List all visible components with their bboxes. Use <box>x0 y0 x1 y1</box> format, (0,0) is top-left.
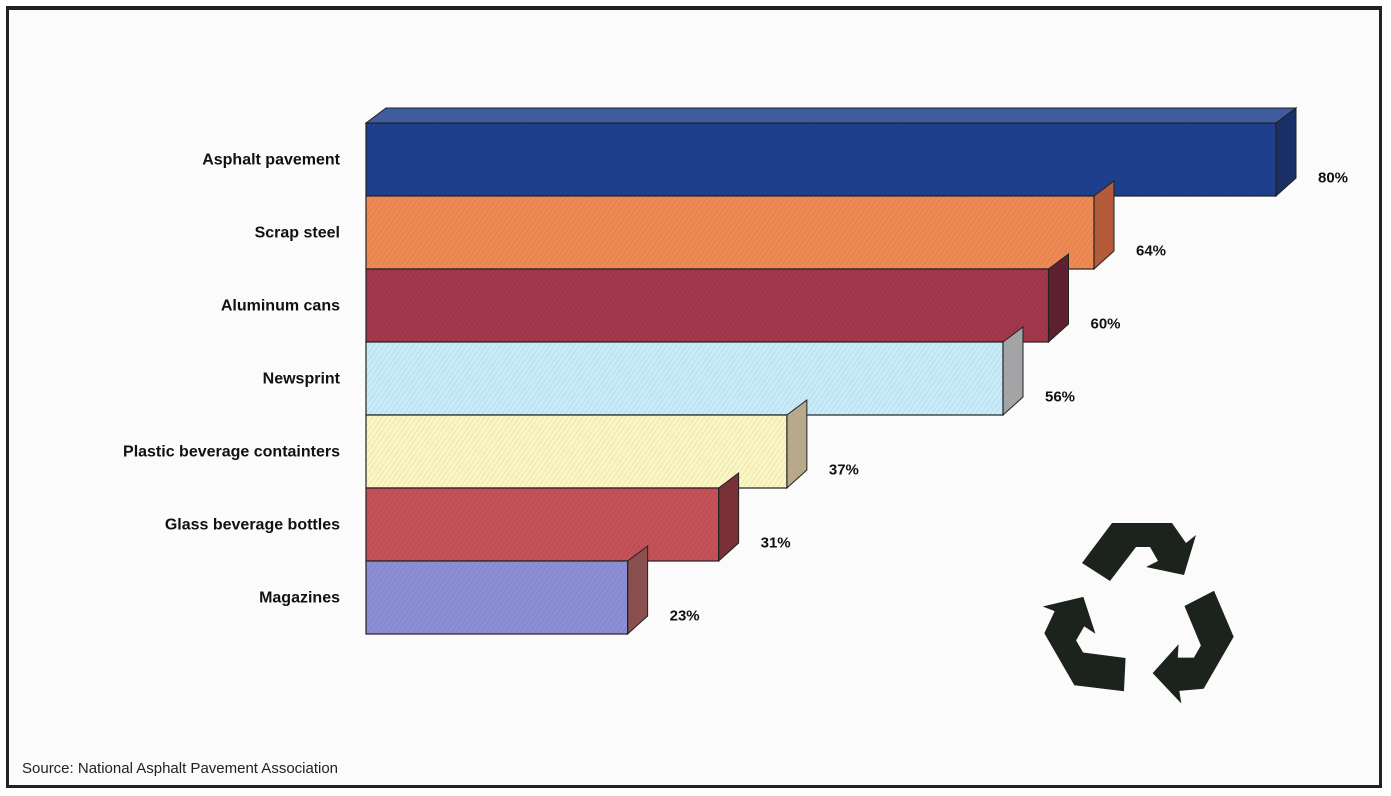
recycle-arrow <box>1082 523 1196 581</box>
bar-texture <box>366 123 1276 196</box>
bar-texture <box>366 196 1094 269</box>
category-label: Aluminum cans <box>221 298 340 315</box>
category-label: Glass beverage bottles <box>165 517 340 534</box>
bar-texture <box>366 269 1049 342</box>
source-note: Source: National Asphalt Pavement Associ… <box>22 760 339 777</box>
value-label: 56% <box>1045 389 1075 406</box>
recycle-icon <box>1042 523 1234 704</box>
bar-side-face <box>1002 326 1024 417</box>
value-label: 60% <box>1091 316 1121 333</box>
category-label: Asphalt pavement <box>202 152 340 169</box>
value-label: 37% <box>829 462 859 479</box>
bar-texture <box>366 415 787 488</box>
bar-texture <box>366 488 719 561</box>
bar-side-face <box>1093 180 1115 271</box>
value-label: 23% <box>670 608 700 625</box>
category-label: Magazines <box>259 590 340 607</box>
category-label: Scrap steel <box>255 225 340 242</box>
bar-side-face <box>1048 253 1069 344</box>
recycle-arrow <box>1152 590 1234 704</box>
bar-top-face <box>364 107 1298 124</box>
bar-texture <box>366 342 1003 415</box>
bar-side-face <box>718 472 740 563</box>
bar-side-face <box>1275 107 1297 198</box>
recycle-arrow <box>1042 596 1126 692</box>
bar-side-face <box>627 545 649 636</box>
category-label: Newsprint <box>263 371 341 388</box>
value-label: 31% <box>761 535 791 552</box>
bar-side-face <box>786 399 808 490</box>
bar-texture <box>366 561 628 634</box>
value-label: 64% <box>1136 243 1166 260</box>
category-label: Plastic beverage containters <box>123 444 340 461</box>
value-label: 80% <box>1318 170 1348 187</box>
